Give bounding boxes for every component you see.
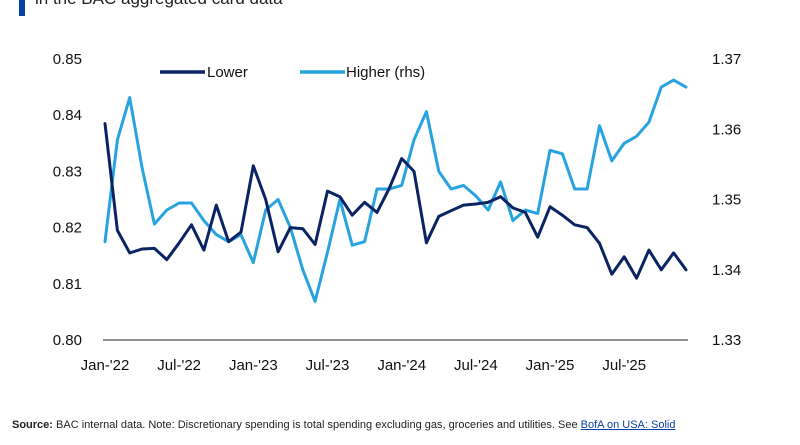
left-axis-tick: 0.83 (53, 163, 82, 180)
chart-canvas: 0.85 0.84 0.83 0.82 0.81 0.80 1.37 1.36 1.35 1.34… (53, 51, 741, 374)
legend-label-lower: Lower (207, 64, 248, 81)
right-axis-tick: 1.37 (712, 51, 741, 68)
x-axis-tick: Jan-'25 (526, 357, 575, 374)
chart-subtitle: in the BAC aggregated card data (35, 0, 283, 9)
left-axis-tick: 0.85 (53, 51, 82, 68)
subtitle-area: in the BAC aggregated card data (0, 0, 800, 16)
x-axis-tick: Jan-'22 (81, 357, 130, 374)
source-footer: Source: BAC internal data. Note: Discret… (12, 419, 675, 431)
x-axis-tick: Jul-'24 (454, 357, 498, 374)
source-link[interactable]: BofA on USA: Solid (580, 419, 676, 431)
accent-bar (19, 0, 25, 16)
x-axis-tick: Jul-'25 (602, 357, 646, 374)
x-axis-tick: Jul-'22 (157, 357, 201, 374)
source-text: BAC internal data. Note: Discretionary s… (56, 419, 578, 431)
chart-legend: Lower Higher (rhs) (160, 64, 425, 81)
right-axis-tick: 1.34 (712, 262, 741, 279)
legend-label-higher: Higher (rhs) (346, 64, 425, 81)
x-axis-tick: Jan-'23 (229, 357, 278, 374)
chart-axes: 0.85 0.84 0.83 0.82 0.81 0.80 1.37 1.36 1.35 1.34… (53, 51, 741, 374)
right-axis-tick: 1.33 (712, 332, 741, 349)
chart-lines (103, 78, 688, 303)
left-axis-tick: 0.80 (53, 332, 82, 349)
x-axis-tick: Jul-'23 (306, 357, 350, 374)
series-line-higher (103, 78, 688, 303)
left-axis-tick: 0.84 (53, 107, 82, 124)
source-label: Source: (12, 419, 53, 431)
right-axis-tick: 1.36 (712, 121, 741, 138)
x-axis-tick: Jan-'24 (377, 357, 426, 374)
left-axis-tick: 0.82 (53, 220, 82, 237)
series-line-lower (103, 122, 688, 280)
right-axis-tick: 1.35 (712, 192, 741, 209)
left-axis-tick: 0.81 (53, 276, 82, 293)
